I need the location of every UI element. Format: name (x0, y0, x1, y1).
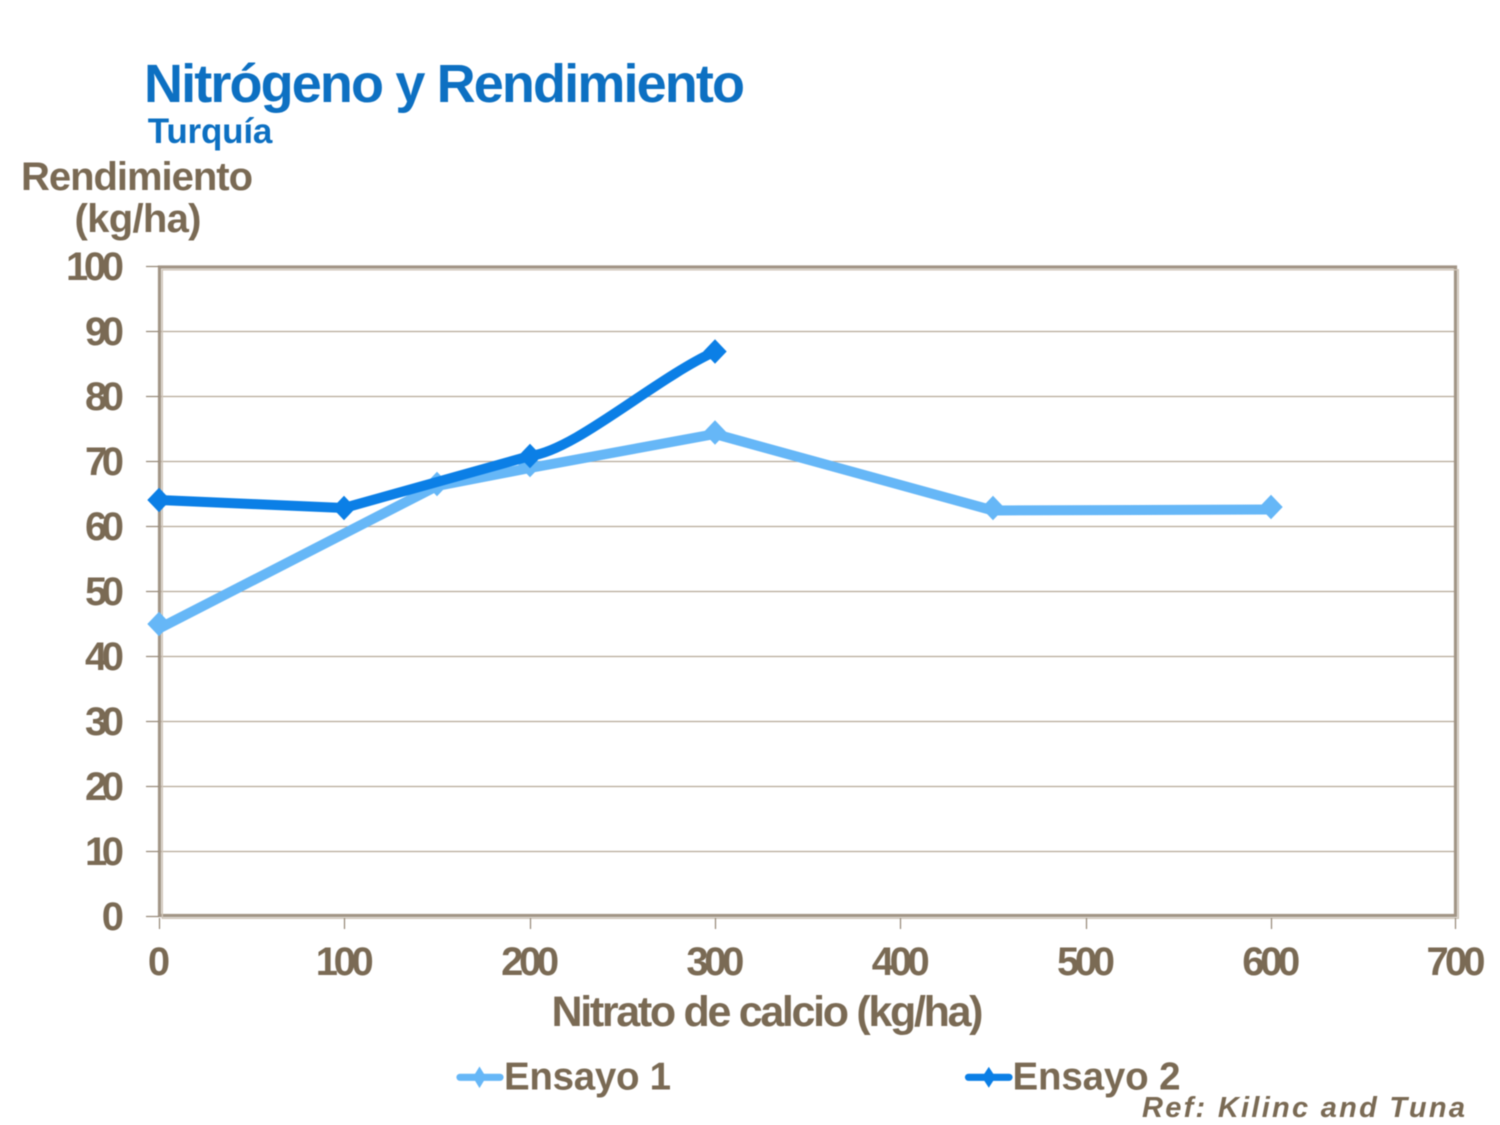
svg-text:200: 200 (501, 940, 559, 984)
svg-text:Turquía: Turquía (148, 112, 273, 151)
svg-text:Nitrógeno y Rendimiento: Nitrógeno y Rendimiento (144, 54, 745, 114)
svg-text:400: 400 (872, 940, 930, 984)
svg-text:700: 700 (1427, 940, 1486, 984)
svg-text:30: 30 (85, 700, 124, 744)
svg-text:20: 20 (85, 765, 124, 809)
svg-text:80: 80 (85, 375, 124, 419)
svg-text:40: 40 (85, 635, 124, 679)
svg-text:600: 600 (1242, 940, 1300, 984)
svg-text:100: 100 (66, 245, 124, 289)
svg-text:Ref: Kilinc and Tuna: Ref: Kilinc and Tuna (1142, 1092, 1465, 1124)
svg-text:70: 70 (85, 440, 124, 484)
svg-text:Nitrato de calcio (kg/ha): Nitrato de calcio (kg/ha) (552, 988, 984, 1036)
svg-text:50: 50 (85, 570, 124, 614)
svg-text:100: 100 (316, 940, 374, 984)
svg-text:500: 500 (1057, 940, 1115, 984)
svg-text:Rendimiento: Rendimiento (21, 155, 253, 199)
svg-text:0: 0 (102, 895, 124, 939)
svg-text:(kg/ha): (kg/ha) (75, 197, 202, 241)
svg-text:0: 0 (148, 940, 170, 984)
svg-text:10: 10 (85, 830, 124, 874)
svg-text:90: 90 (85, 310, 124, 354)
svg-text:300: 300 (686, 940, 744, 984)
svg-text:Ensayo 1: Ensayo 1 (504, 1056, 671, 1099)
svg-text:Ensayo 2: Ensayo 2 (1013, 1056, 1181, 1099)
svg-text:60: 60 (85, 505, 124, 549)
